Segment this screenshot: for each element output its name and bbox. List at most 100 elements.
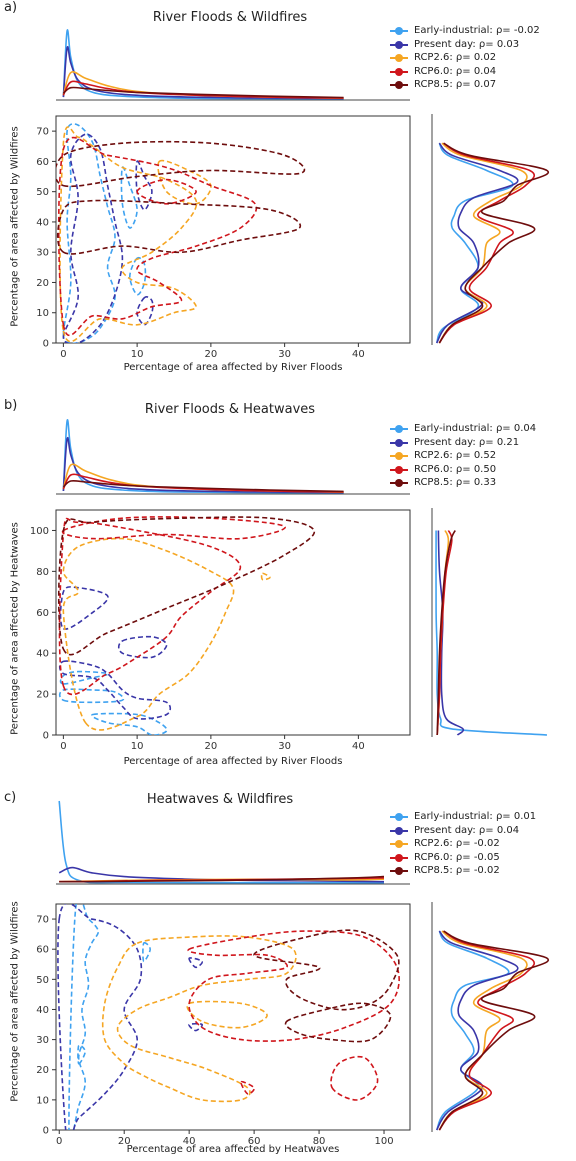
y-tick-label: 10 [36,308,49,319]
contour-present-day [59,586,109,630]
contour-rcp26 [157,159,212,205]
marginal-y-early-industrial [435,142,514,344]
panel-title: River Floods & Wildfires [152,10,308,25]
y-tick-label: 0 [43,731,49,742]
contour-early-industrial [128,256,147,296]
y-axis-label: Percentage of area affected by Heatwaves [9,522,21,735]
contour-early-industrial [77,1044,87,1065]
x-tick-label: 40 [183,1136,196,1147]
marginal-x-early-industrial [58,800,385,884]
y-tick-label: 0 [43,339,49,350]
x-tick-label: 100 [374,1136,393,1147]
panel-label: c) [4,790,17,805]
marginal-y-early-industrial [435,530,548,736]
x-axis-label: Percentage of area affected by River Flo… [123,756,343,767]
contour-rcp60 [58,517,242,696]
panel-title: River Floods & Heatwaves [144,402,316,417]
y-tick-label: 60 [36,608,49,619]
marginal-y-rcp60 [438,142,535,344]
x-tick-label: 30 [278,349,291,360]
marginal-y-rcp85 [436,530,456,736]
y-tick-label: 40 [36,1005,49,1016]
x-tick-label: 20 [118,1136,131,1147]
contour-layer [56,123,306,343]
contour-rcp60 [187,930,400,1042]
contour-rcp60 [57,136,258,336]
y-axis-label: Percentage of area affected by Wildfires [9,901,21,1102]
contour-rcp85 [57,516,315,656]
x-tick-label: 10 [131,741,144,752]
marginal-x-rcp85 [59,875,385,883]
x-tick-label: 20 [205,741,218,752]
marginal-y-early-industrial [435,930,510,1131]
contour-present-day [58,660,172,720]
contour-early-industrial [58,688,125,704]
contour-rcp26 [62,537,235,731]
contour-early-industrial [62,123,116,343]
contour-rcp26 [260,572,271,581]
x-tick-label: 0 [60,741,66,752]
contour-rcp60 [240,1080,256,1095]
contour-rcp85 [253,929,400,1011]
x-tick-label: 30 [278,741,291,752]
panel-label: a) [4,0,18,15]
x-tick-label: 0 [60,349,66,360]
marginal-x-rcp85 [62,479,344,493]
y-tick-label: 30 [36,248,49,259]
marginal-x-early-industrial [62,419,344,494]
contour-present-day [62,133,124,343]
contour-layer [57,516,315,735]
marginal-y-rcp26 [438,142,528,344]
y-tick-label: 60 [36,157,49,168]
y-tick-label: 100 [30,526,49,537]
contour-early-industrial [142,941,152,963]
y-tick-label: 40 [36,649,49,660]
contour-rcp85 [284,1002,392,1043]
marginal-x-rcp85 [62,86,344,99]
contour-present-day [188,1022,204,1032]
x-tick-label: 10 [131,349,144,360]
panel-c-chart: 0 20 40 60 80 100 0 10 20 30 40 50 60 70 [36,800,550,1147]
y-tick-label: 0 [43,1126,49,1137]
contour-early-industrial [59,670,109,685]
panel-a-chart: 0 10 20 30 40 0 10 20 30 40 50 60 70 [36,29,550,360]
y-tick-label: 20 [36,690,49,701]
contour-rcp85 [56,199,302,255]
contour-rcp60 [330,1055,379,1101]
y-tick-label: 60 [36,945,49,956]
panel-label: b) [4,398,18,413]
y-axis-label: Percentage of area affected by Wildfires [9,126,21,327]
y-tick-label: 50 [36,187,49,198]
panel-title: Heatwaves & Wildfires [146,792,294,807]
y-tick-label: 10 [36,1095,49,1106]
panel-b: 0 10 20 30 40 0 20 40 60 80 100 b) River Floods & … [0,398,576,778]
x-tick-label: 60 [248,1136,261,1147]
y-tick-label: 80 [36,567,49,578]
contour-present-day [188,957,204,969]
plot-frame [55,903,411,1131]
y-tick-label: 70 [36,127,49,138]
plot-frame [55,115,411,344]
contour-rcp26 [186,1000,268,1029]
y-tick-label: 50 [36,975,49,986]
contour-present-day [136,296,154,326]
marginal-y-rcp60 [438,930,535,1131]
y-tick-label: 40 [36,217,49,228]
contour-rcp26 [59,126,198,343]
x-tick-label: 40 [352,741,365,752]
contour-present-day [57,904,143,1130]
x-axis-label: Percentage of area affected by Heatwaves [126,1144,340,1155]
marginal-y-present-day [437,530,465,736]
x-tick-label: 0 [56,1136,62,1147]
marginal-y-rcp26 [438,930,528,1131]
contour-layer [57,904,400,1130]
x-tick-label: 40 [352,349,365,360]
y-tick-label: 20 [36,278,49,289]
panel-a: 0 10 20 30 40 0 10 20 30 40 50 60 70 a) River Floods… [0,0,576,380]
x-tick-label: 20 [205,349,218,360]
panel-c: 0 20 40 60 80 100 0 10 20 30 40 50 60 70 c) Heatwaves… [0,786,576,1161]
contour-present-day [117,635,168,659]
y-tick-label: 70 [36,915,49,926]
contour-early-industrial [120,166,138,229]
contour-rcp60 [61,516,286,540]
